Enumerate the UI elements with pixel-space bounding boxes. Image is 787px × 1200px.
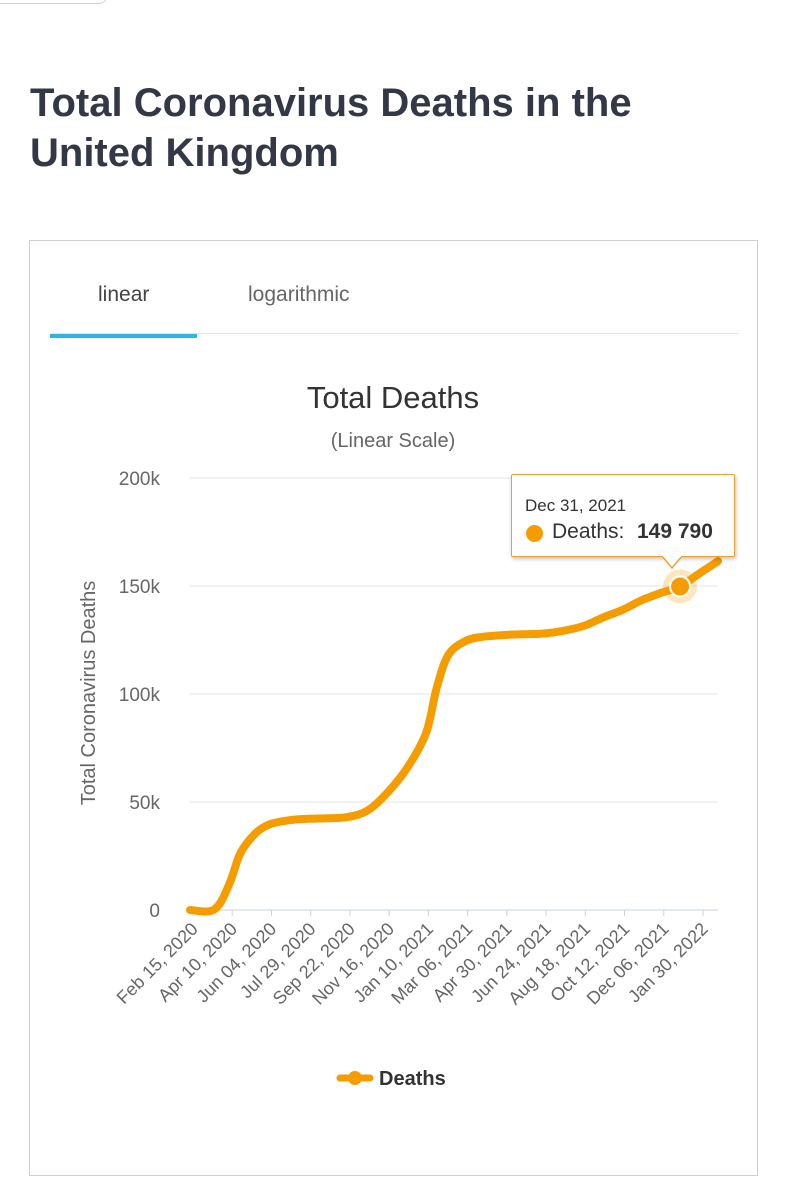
chart-subtitle: (Linear Scale) [331,430,456,452]
data-tooltip: Dec 31, 2021 Deaths: 149 790 [511,474,735,557]
y-tick-label: 150k [119,577,161,598]
legend[interactable]: Deaths [336,1068,446,1090]
highlight-point-group[interactable] [663,569,698,604]
y-tick-label: 50k [129,793,160,814]
y-axis-label: Total Coronavirus Deaths [78,581,100,806]
series-line-deaths[interactable] [186,557,722,916]
tooltip-pointer [661,556,683,570]
y-tick-label: 0 [149,901,160,922]
page-title: Total Coronavirus Deaths in the United K… [30,81,632,175]
y-tick-label: 200k [119,469,161,490]
tooltip-value: 149 790 [637,520,713,543]
chart-title: Total Deaths [307,380,479,415]
active-tab-indicator [50,334,197,338]
chart-card: linear logarithmic [29,240,758,1176]
tab-logarithmic[interactable]: logarithmic [248,283,350,306]
tooltip-label: Deaths: [552,520,625,543]
scale-tabs: linear logarithmic [50,241,739,338]
y-tick-labels: 0 50k 100k 150k 200k [119,469,161,922]
y-tick-label: 100k [119,685,161,706]
tooltip-date: Dec 31, 2021 [525,496,627,515]
tooltip-series-dot [526,525,543,542]
tab-linear[interactable]: linear [98,283,150,306]
legend-label: Deaths [379,1068,446,1090]
series-deaths [186,557,722,916]
highlight-point[interactable] [669,575,692,598]
legend-marker [348,1071,362,1085]
